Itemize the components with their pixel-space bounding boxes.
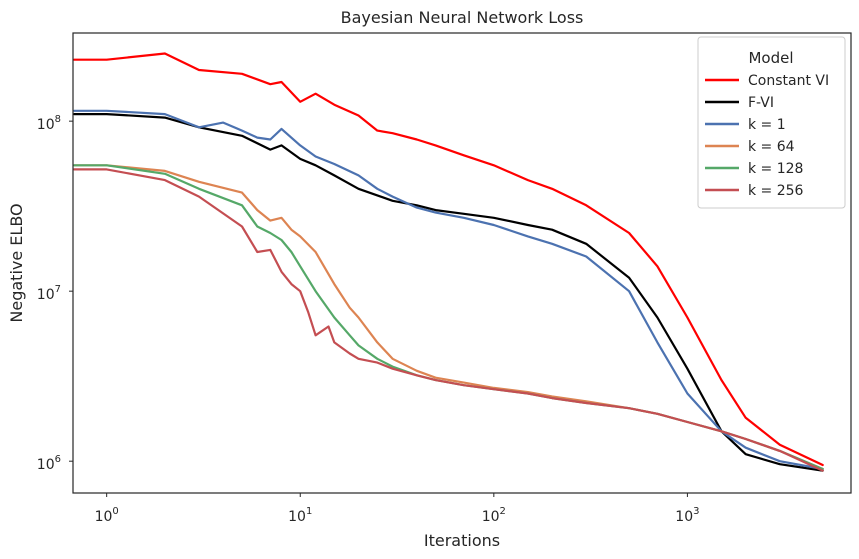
y-axis-title: Negative ELBO bbox=[7, 203, 26, 322]
series-line-2 bbox=[73, 109, 824, 471]
legend-title: Model bbox=[748, 49, 793, 67]
x-tick-label-3: 103 bbox=[675, 506, 699, 525]
y-tick-label-0: 106 bbox=[37, 454, 61, 473]
legend: Model Constant VI F-VI k = 1 k = 64 k = 128 k… bbox=[697, 36, 846, 209]
legend-items: Constant VI F-VI k = 1 k = 64 k = 128 k = 256 bbox=[705, 73, 829, 199]
plot-frame bbox=[72, 32, 852, 494]
legend-label-3: k = 64 bbox=[748, 139, 795, 155]
series-line-1 bbox=[73, 112, 824, 472]
x-tick-label-2: 102 bbox=[482, 506, 506, 525]
y-tick-label-1: 107 bbox=[37, 284, 61, 303]
x-axis-ticks: 100 101 102 103 bbox=[95, 493, 700, 525]
y-axis-ticks: 106 107 108 bbox=[37, 114, 73, 473]
series-layer bbox=[73, 52, 824, 472]
legend-label-4: k = 128 bbox=[748, 161, 803, 177]
y-tick-label-2: 108 bbox=[37, 114, 61, 133]
legend-label-1: F-VI bbox=[748, 95, 774, 111]
legend-label-0: Constant VI bbox=[748, 73, 829, 89]
legend-label-5: k = 256 bbox=[748, 183, 804, 199]
series-line-5 bbox=[73, 168, 824, 472]
x-tick-label-1: 101 bbox=[288, 506, 312, 525]
x-axis-title: Iterations bbox=[424, 531, 500, 550]
x-tick-label-0: 100 bbox=[95, 506, 119, 525]
legend-label-2: k = 1 bbox=[748, 117, 786, 133]
series-line-0 bbox=[73, 52, 824, 467]
chart-title: Bayesian Neural Network Loss bbox=[341, 8, 584, 27]
